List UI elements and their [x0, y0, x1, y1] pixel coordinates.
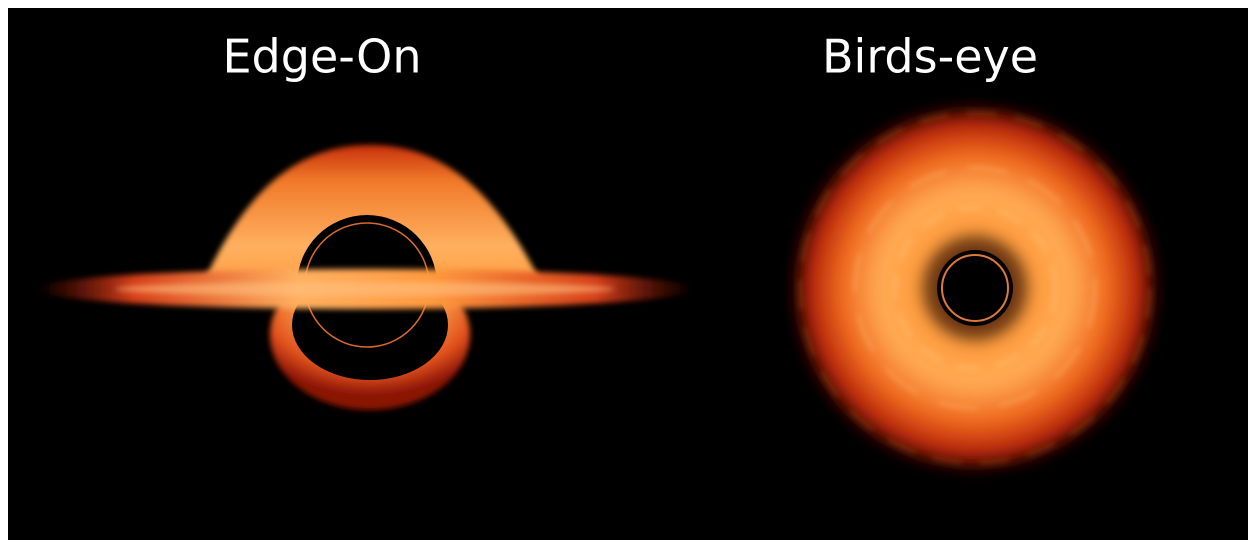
birds-eye-visual	[785, 98, 1165, 478]
image: Edge-On Birds-eye	[0, 0, 1255, 546]
page: {"panels": [{"title": "Edge-On"}, {"titl…	[0, 0, 1255, 546]
panel-title: Birds-eye	[822, 30, 1038, 84]
panel-title: Edge-On	[222, 30, 421, 84]
